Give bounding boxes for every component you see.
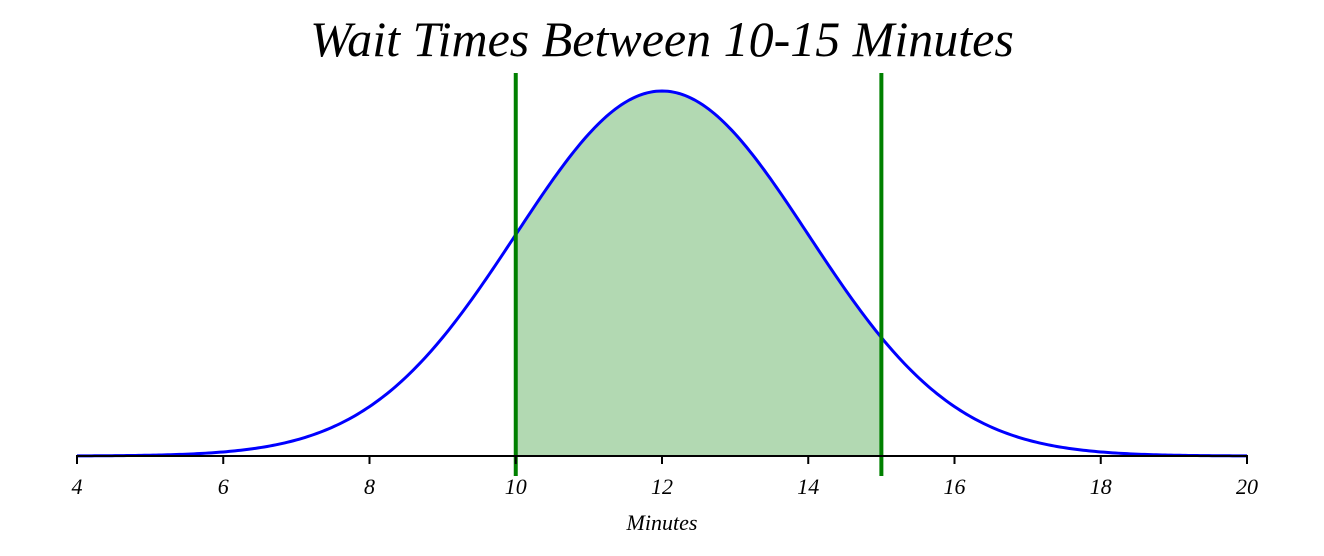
shaded-area-10-15 [515,91,882,456]
x-tick-label: 18 [1090,474,1112,499]
x-tick-label: 12 [651,474,673,499]
x-tick-label: 6 [218,474,229,499]
chart-title: Wait Times Between 10-15 Minutes [310,11,1014,67]
x-axis-label: Minutes [626,510,698,535]
x-tick-label: 4 [72,474,83,499]
x-tick-label: 16 [944,474,966,499]
x-tick-label: 20 [1236,474,1258,499]
density-curve [76,89,1248,458]
x-tick-label: 8 [364,474,375,499]
x-tick-label: 10 [505,474,527,499]
x-tick-label: 14 [797,474,819,499]
